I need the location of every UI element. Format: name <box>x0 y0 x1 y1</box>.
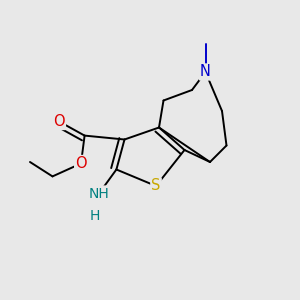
Text: NH: NH <box>88 187 110 200</box>
Text: S: S <box>151 178 161 194</box>
Text: O: O <box>75 156 87 171</box>
Text: O: O <box>53 114 65 129</box>
Text: H: H <box>89 209 100 223</box>
Text: N: N <box>200 64 211 80</box>
